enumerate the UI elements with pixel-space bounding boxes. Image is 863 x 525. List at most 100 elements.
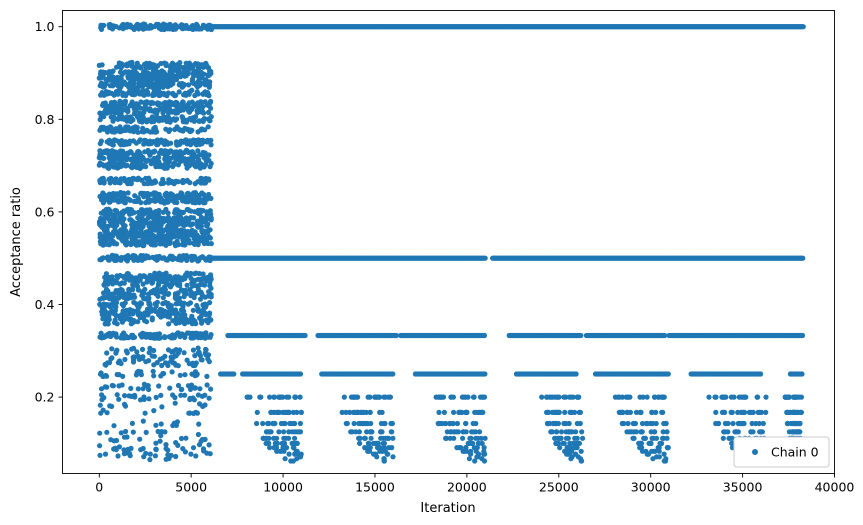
data-point — [128, 385, 134, 391]
data-point — [97, 222, 103, 228]
data-point — [98, 138, 104, 144]
data-point — [158, 421, 164, 427]
data-point — [208, 285, 214, 291]
data-point — [207, 118, 213, 124]
data-point — [125, 190, 131, 196]
data-point — [122, 311, 128, 317]
data-point — [121, 208, 127, 214]
data-point — [181, 72, 188, 78]
data-point — [98, 126, 104, 132]
data-point — [104, 227, 110, 233]
data-point — [141, 454, 147, 460]
data-point — [190, 80, 196, 86]
data-point — [188, 106, 195, 113]
data-point — [112, 253, 118, 259]
data-point — [177, 60, 183, 66]
data-point — [103, 89, 109, 96]
data-point — [175, 442, 181, 448]
data-point — [190, 347, 196, 353]
data-point — [206, 395, 212, 401]
data-point — [180, 107, 186, 113]
data-point — [101, 196, 107, 202]
data-point — [578, 332, 584, 339]
data-point — [149, 280, 155, 286]
data-point — [135, 176, 141, 182]
data-point — [107, 403, 113, 409]
data-point — [147, 457, 153, 463]
data-point — [102, 70, 109, 76]
data-point — [192, 254, 198, 260]
data-point — [178, 215, 184, 221]
data-point — [125, 206, 132, 212]
data-point — [111, 423, 117, 429]
data-point — [203, 238, 210, 245]
data-point — [198, 99, 204, 105]
data-point — [167, 385, 173, 391]
data-point — [162, 334, 168, 340]
data-point — [143, 164, 149, 170]
data-point — [153, 209, 159, 215]
data-point — [143, 60, 149, 66]
data-point — [140, 91, 146, 97]
data-point — [153, 190, 159, 196]
data-point — [107, 83, 113, 89]
data-point — [181, 274, 187, 280]
data-point — [116, 396, 122, 402]
data-point — [158, 314, 164, 320]
data-point — [135, 88, 141, 94]
data-point — [175, 64, 181, 70]
data-point — [157, 241, 163, 247]
data-point — [153, 447, 159, 453]
data-point — [152, 453, 158, 459]
data-point — [118, 75, 124, 81]
data-point — [158, 60, 164, 67]
data-point — [170, 335, 177, 341]
data-point — [205, 124, 211, 130]
data-point — [192, 385, 198, 391]
data-point — [109, 148, 115, 154]
data-point — [147, 152, 153, 158]
data-point — [115, 453, 121, 459]
data-point — [106, 279, 112, 285]
data-point — [196, 442, 203, 448]
data-point — [190, 307, 196, 313]
data-point — [192, 209, 198, 215]
data-point — [140, 386, 146, 392]
data-point — [139, 233, 145, 239]
data-point — [120, 373, 126, 379]
data-point — [153, 394, 159, 400]
data-point — [170, 422, 176, 429]
data-point — [204, 89, 211, 96]
data-point — [197, 25, 204, 32]
data-point — [129, 176, 136, 182]
data-point — [182, 125, 188, 131]
data-point — [102, 274, 108, 280]
data-point — [114, 161, 120, 167]
data-point — [153, 291, 159, 297]
data-point — [135, 319, 141, 325]
data-point — [174, 199, 180, 206]
data-point — [106, 106, 113, 112]
data-point — [136, 81, 142, 87]
data-point — [199, 318, 205, 324]
data-point — [162, 162, 168, 168]
data-point — [156, 160, 162, 166]
data-point — [108, 294, 114, 300]
data-point — [193, 142, 199, 148]
data-point — [99, 242, 106, 248]
data-point — [168, 82, 174, 88]
data-point — [117, 69, 124, 75]
data-point — [147, 24, 153, 30]
data-point — [97, 452, 103, 458]
data-point — [123, 24, 129, 30]
data-point — [111, 302, 117, 309]
data-point — [199, 108, 206, 114]
data-point — [183, 161, 189, 167]
data-point — [199, 292, 205, 298]
data-point — [191, 233, 197, 239]
data-point — [163, 62, 169, 69]
scatter-points — [96, 21, 806, 464]
data-point — [206, 442, 212, 448]
data-point — [192, 353, 198, 359]
data-point — [119, 382, 125, 388]
